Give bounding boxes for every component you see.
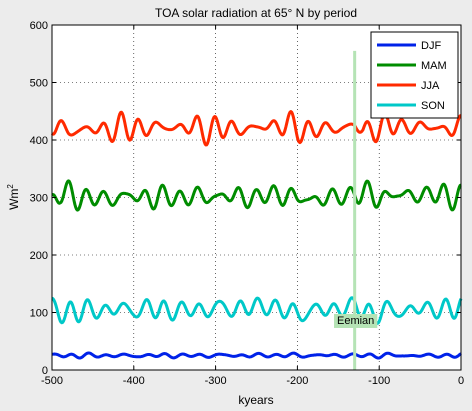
- series-line-jja: [50, 110, 462, 147]
- series-line-mam: [51, 179, 462, 212]
- x-tick-label-2: -300: [205, 375, 227, 387]
- y-tick-label-5: 500: [30, 78, 48, 90]
- y-axis-label: Wm2: [6, 184, 21, 210]
- x-tick-label-0: -500: [41, 375, 63, 387]
- y-tick-label-6: 600: [30, 20, 48, 32]
- legend-label-djf: DJF: [421, 40, 441, 52]
- x-tick-label-3: -200: [286, 375, 308, 387]
- annotation-layer: Eemian: [334, 50, 378, 370]
- y-tick-label-2: 200: [30, 250, 48, 262]
- legend-label-mam: MAM: [421, 60, 447, 72]
- x-axis-label: kyears: [238, 393, 273, 407]
- y-axis-label-superscript: 2: [6, 184, 15, 189]
- chart-title: TOA solar radiation at 65° N by period: [155, 6, 357, 20]
- eemian-label-box: [334, 313, 378, 328]
- series-line-son: [51, 296, 463, 325]
- x-tick-label-5: 0: [458, 375, 464, 387]
- series-line-djf: [51, 351, 462, 360]
- y-tick-label-0: 0: [42, 365, 48, 377]
- legend-label-jja: JJA: [421, 80, 440, 92]
- x-tick-label-1: -400: [123, 375, 145, 387]
- legend: DJF MAM JJA SON: [370, 31, 459, 119]
- y-axis-label-base: Wm: [7, 189, 21, 210]
- y-tick-label-1: 100: [30, 308, 48, 320]
- legend-label-son: SON: [421, 100, 445, 112]
- x-tick-label-4: -100: [368, 375, 390, 387]
- series-layer: [50, 110, 463, 360]
- y-tick-label-3: 300: [30, 193, 48, 205]
- axis-ticks: -500 -400 -300 -200 -100 0 0 100 200 300 400 500 600: [30, 20, 464, 387]
- eemian-label: Eemian: [337, 315, 374, 327]
- y-tick-label-4: 400: [30, 135, 48, 147]
